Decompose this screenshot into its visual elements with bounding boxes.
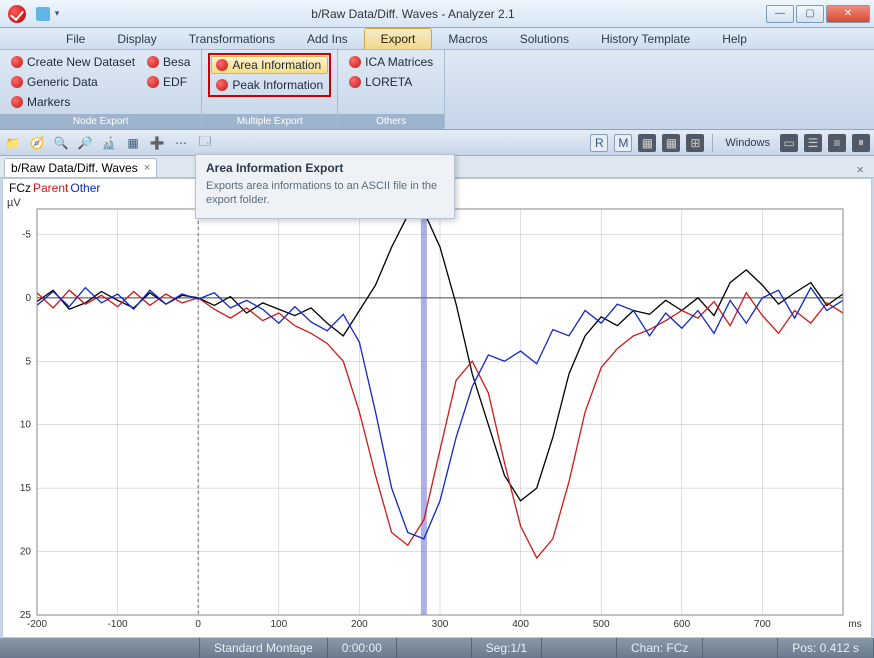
toolbar-window-button[interactable]: ⏸ xyxy=(852,134,870,152)
status-bar: Standard Montage 0:00:00 Seg:1/1 Chan: F… xyxy=(0,638,874,658)
svg-text:10: 10 xyxy=(20,420,32,431)
toolbar-button[interactable]: 🔍 xyxy=(52,134,70,152)
tooltip-body: Exports area informations to an ASCII fi… xyxy=(206,179,444,208)
app-icon xyxy=(8,5,26,23)
document-tab[interactable]: b/Raw Data/Diff. Waves × xyxy=(4,158,157,177)
svg-text:700: 700 xyxy=(754,619,771,630)
status-pos: Pos: 0.412 s xyxy=(778,638,874,658)
close-all-tabs[interactable]: × xyxy=(852,162,868,177)
toolbar-button[interactable]: 🗔 xyxy=(196,134,214,152)
toolbar-windows-label: Windows xyxy=(725,137,770,149)
toolbar-button[interactable]: ⊞ xyxy=(686,134,704,152)
ribbon-item-besa[interactable]: Besa xyxy=(142,53,195,71)
toolbar-window-button[interactable]: ▭ xyxy=(780,134,798,152)
bullet-icon xyxy=(11,76,23,88)
toolbar-window-button[interactable]: ≡ xyxy=(828,134,846,152)
svg-text:ms: ms xyxy=(848,619,861,630)
bullet-icon xyxy=(349,76,361,88)
chart-svg: -200-1000100200300400500600700-505101520… xyxy=(3,179,871,637)
svg-text:100: 100 xyxy=(270,619,287,630)
svg-text:-100: -100 xyxy=(108,619,128,630)
bullet-icon xyxy=(349,56,361,68)
bullet-icon xyxy=(216,59,228,71)
toolbar-button[interactable]: ▦ xyxy=(662,134,680,152)
ribbon-item-markers[interactable]: Markers xyxy=(6,93,140,111)
toolbar-button[interactable]: ▦ xyxy=(124,134,142,152)
ribbon-group-label: Others xyxy=(338,114,444,129)
title-bar: ▾ b/Raw Data/Diff. Waves - Analyzer 2.1 … xyxy=(0,0,874,28)
menu-tab-export[interactable]: Export xyxy=(364,28,433,49)
ribbon-item-loreta[interactable]: LORETA xyxy=(344,73,438,91)
ribbon-item-area-information[interactable]: Area Information xyxy=(211,56,328,74)
menu-tab-file[interactable]: File xyxy=(50,28,101,49)
ribbon-item-edf[interactable]: EDF xyxy=(142,73,195,91)
toolbar-button[interactable]: 🔬 xyxy=(100,134,118,152)
ribbon-item-peak-information[interactable]: Peak Information xyxy=(211,76,328,94)
svg-text:5: 5 xyxy=(25,356,31,367)
svg-text:15: 15 xyxy=(20,483,32,494)
maximize-button[interactable]: ▢ xyxy=(796,5,824,23)
qat-button[interactable] xyxy=(36,7,50,21)
ribbon: Create New Dataset Generic Data Markers Bes… xyxy=(0,50,874,130)
window-title: b/Raw Data/Diff. Waves - Analyzer 2.1 xyxy=(62,7,764,21)
menu-tab-help[interactable]: Help xyxy=(706,28,763,49)
toolbar-button[interactable]: M xyxy=(614,134,632,152)
minimize-button[interactable]: — xyxy=(766,5,794,23)
tooltip: Area Information Export Exports area inf… xyxy=(195,154,455,219)
ribbon-item-generic-data[interactable]: Generic Data xyxy=(6,73,140,91)
ribbon-tabs: FileDisplayTransformationsAdd InsExportM… xyxy=(0,28,874,50)
toolbar-button[interactable]: ➕ xyxy=(148,134,166,152)
ribbon-item-create-new-dataset[interactable]: Create New Dataset xyxy=(6,53,140,71)
svg-text:500: 500 xyxy=(593,619,610,630)
menu-tab-add-ins[interactable]: Add Ins xyxy=(291,28,364,49)
bullet-icon xyxy=(11,96,23,108)
document-tab-close[interactable]: × xyxy=(144,162,150,174)
toolbar-window-button[interactable]: ☰ xyxy=(804,134,822,152)
menu-tab-solutions[interactable]: Solutions xyxy=(504,28,585,49)
status-time: 0:00:00 xyxy=(328,638,397,658)
svg-text:200: 200 xyxy=(351,619,368,630)
document-tab-strip: b/Raw Data/Diff. Waves × × Area Informat… xyxy=(0,156,874,178)
menu-tab-transformations[interactable]: Transformations xyxy=(173,28,291,49)
bullet-icon xyxy=(147,76,159,88)
toolbar-button[interactable]: 🔎 xyxy=(76,134,94,152)
chart-area: FCzParentOther µV -200-10001002003004005… xyxy=(2,178,872,638)
toolbar-button[interactable]: R xyxy=(590,134,608,152)
menu-tab-display[interactable]: Display xyxy=(101,28,172,49)
svg-text:0: 0 xyxy=(25,293,31,304)
qat-dropdown[interactable]: ▾ xyxy=(52,8,62,19)
close-button[interactable]: ✕ xyxy=(826,5,870,23)
status-montage: Standard Montage xyxy=(200,638,328,658)
ribbon-item-ica-matrices[interactable]: ICA Matrices xyxy=(344,53,438,71)
svg-text:300: 300 xyxy=(432,619,449,630)
svg-text:400: 400 xyxy=(512,619,529,630)
toolbar: 📁 🧭 🔍 🔎 🔬 ▦ ➕ ⋯ 🗔 RM ▦ ▦ ⊞ Windows ▭ ☰ ≡ ⏸ xyxy=(0,130,874,156)
document-tab-label: b/Raw Data/Diff. Waves xyxy=(11,161,138,175)
svg-text:600: 600 xyxy=(673,619,690,630)
menu-tab-history-template[interactable]: History Template xyxy=(585,28,706,49)
ribbon-group-label: Multiple Export xyxy=(202,114,337,129)
svg-text:-5: -5 xyxy=(22,229,31,240)
ribbon-group-label: Node Export xyxy=(0,114,201,129)
toolbar-button[interactable]: ⋯ xyxy=(172,134,190,152)
svg-text:20: 20 xyxy=(20,547,32,558)
bullet-icon xyxy=(216,79,228,91)
status-chan: Chan: FCz xyxy=(617,638,703,658)
toolbar-button[interactable]: ▦ xyxy=(638,134,656,152)
bullet-icon xyxy=(11,56,23,68)
bullet-icon xyxy=(147,56,159,68)
menu-tab-macros[interactable]: Macros xyxy=(432,28,503,49)
svg-text:25: 25 xyxy=(20,610,32,621)
toolbar-button[interactable]: 🧭 xyxy=(28,134,46,152)
status-seg: Seg:1/1 xyxy=(472,638,542,658)
toolbar-button[interactable]: 📁 xyxy=(4,134,22,152)
tooltip-title: Area Information Export xyxy=(206,161,444,175)
svg-text:0: 0 xyxy=(195,619,201,630)
